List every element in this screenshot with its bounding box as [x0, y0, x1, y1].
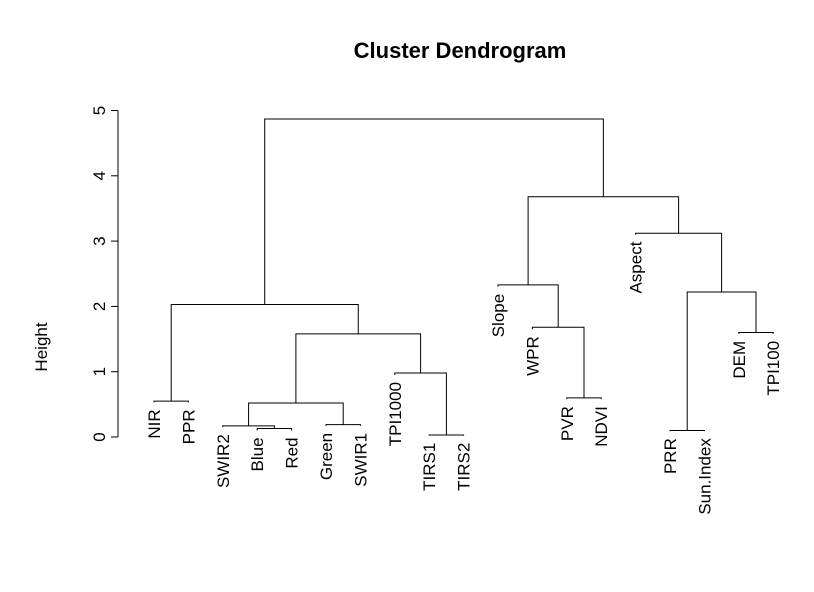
merge-branch — [256, 428, 293, 431]
leaf-label: WPR — [523, 336, 542, 376]
leaf-label: TIRS1 — [420, 443, 439, 491]
merge-branch — [325, 424, 361, 426]
leaf-label: NIR — [145, 409, 164, 438]
leaf-label: PRR — [661, 438, 680, 474]
merge-branch — [635, 232, 723, 293]
merge-branch — [527, 196, 680, 285]
merge-branch — [669, 429, 705, 432]
merge-branch — [428, 434, 465, 436]
merge-branch — [170, 303, 359, 402]
leaf-label: SWIR2 — [214, 434, 233, 488]
leaf-label: TPI100 — [764, 341, 783, 396]
y-tick-label: 2 — [90, 302, 109, 311]
dendrogram-tree — [153, 118, 774, 436]
y-axis: 0 1 2 3 4 5 — [90, 106, 119, 442]
y-tick-label: 0 — [90, 432, 109, 441]
y-tick-label: 1 — [90, 367, 109, 376]
leaf-label: Slope — [489, 294, 508, 337]
leaf-label: NDVI — [592, 406, 611, 447]
leaf-label: Red — [283, 437, 302, 468]
y-axis-label: Height — [32, 322, 51, 371]
merge-branch — [738, 332, 774, 334]
leaf-labels: NIR PPR SWIR2 Blue Red Green SWIR1 TPI1000 TIRS1… — [145, 241, 783, 514]
merge-branch — [153, 400, 189, 403]
leaf-label: SWIR1 — [351, 433, 370, 487]
leaf-label: Aspect — [627, 241, 646, 293]
y-tick-label: 5 — [90, 106, 109, 115]
merge-branch — [264, 118, 604, 305]
merge-branch — [566, 397, 602, 400]
leaf-label: TIRS2 — [455, 443, 474, 491]
leaf-label: PPR — [179, 409, 198, 444]
y-tick-label: 4 — [90, 171, 109, 180]
leaf-label: Blue — [248, 437, 267, 471]
chart-title: Cluster Dendrogram — [354, 38, 567, 63]
merge-branch — [248, 402, 344, 426]
y-tick-label: 3 — [90, 236, 109, 245]
leaf-label: Green — [317, 433, 336, 480]
leaf-label: PVR — [558, 406, 577, 441]
leaf-label: DEM — [730, 341, 749, 379]
leaf-label: Sun.Index — [695, 438, 714, 515]
leaf-label: TPI1000 — [386, 382, 405, 446]
